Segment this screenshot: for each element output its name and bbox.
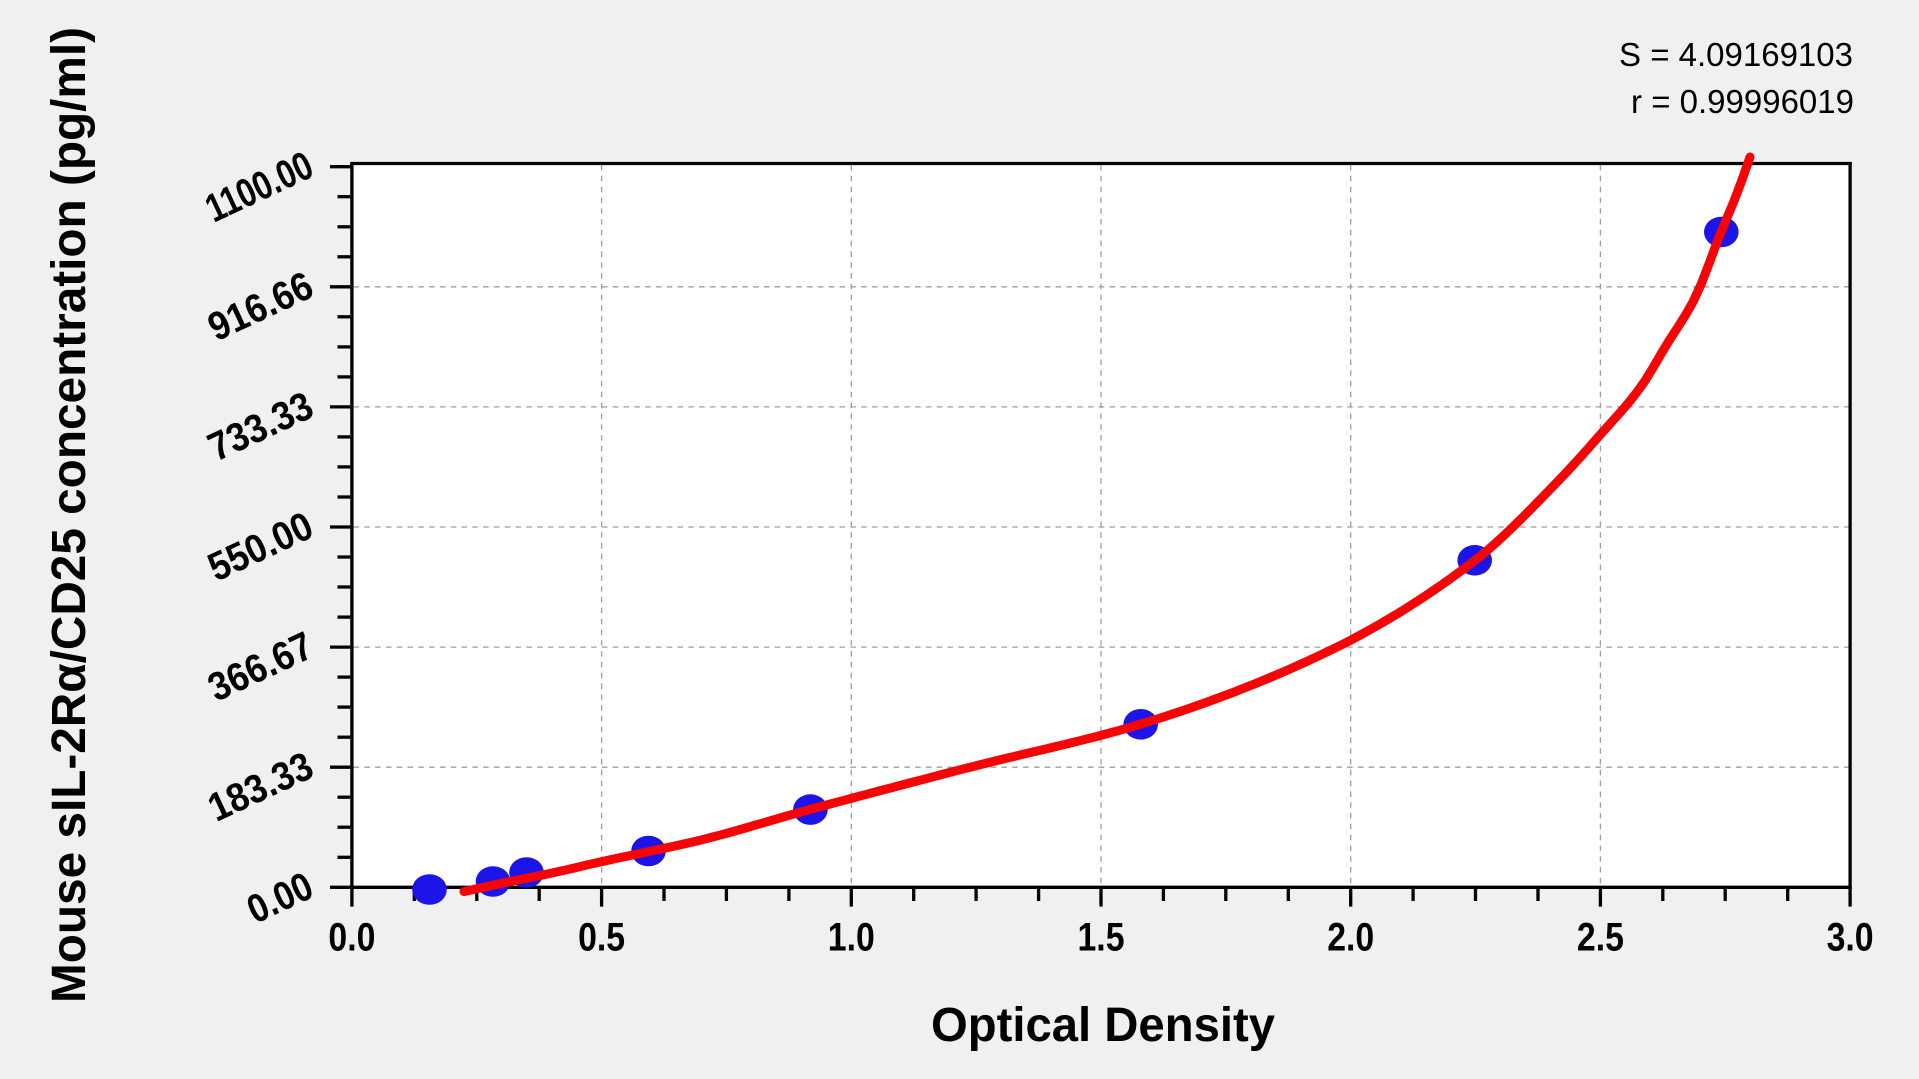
svg-text:3.0: 3.0 xyxy=(1827,916,1874,960)
svg-text:2.0: 2.0 xyxy=(1327,916,1374,960)
svg-text:Optical Density: Optical Density xyxy=(931,999,1275,1052)
svg-text:1.5: 1.5 xyxy=(1078,916,1125,960)
svg-text:2.5: 2.5 xyxy=(1577,916,1624,960)
svg-text:1.0: 1.0 xyxy=(828,916,875,960)
svg-text:0.0: 0.0 xyxy=(328,916,375,960)
svg-text:S = 4.09169103: S = 4.09169103 xyxy=(1619,36,1853,73)
svg-text:0.5: 0.5 xyxy=(578,916,625,960)
svg-text:Mouse sIL-2Rα/CD25 concentrati: Mouse sIL-2Rα/CD25 concentration (pg/ml) xyxy=(43,27,96,1003)
svg-text:r = 0.99996019: r = 0.99996019 xyxy=(1631,83,1854,120)
